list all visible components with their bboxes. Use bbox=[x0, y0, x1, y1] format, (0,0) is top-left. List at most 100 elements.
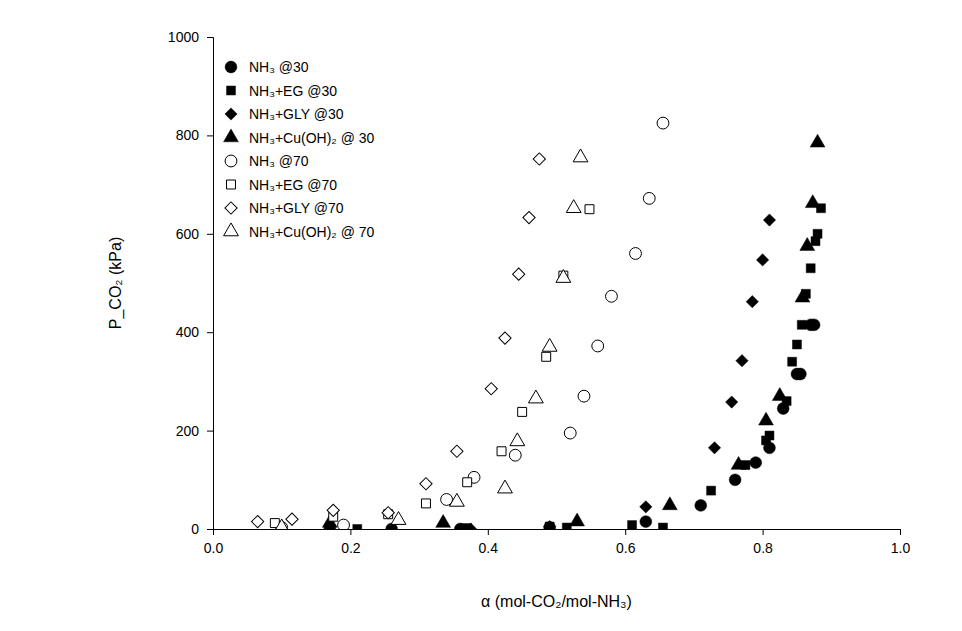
points bbox=[252, 117, 826, 529]
point bbox=[736, 355, 748, 367]
point bbox=[533, 153, 545, 165]
point bbox=[463, 478, 472, 487]
y-tick-mark bbox=[207, 135, 213, 136]
point bbox=[788, 357, 797, 366]
point bbox=[544, 520, 556, 529]
legend-symbol bbox=[227, 86, 236, 95]
x-tick-label: 0.0 bbox=[204, 540, 224, 556]
x-tick-mark bbox=[625, 529, 626, 535]
point bbox=[338, 519, 350, 529]
legend-item: NH₃+Cu(OH)₂ @ 30 bbox=[224, 129, 375, 146]
y-tick-label: 800 bbox=[176, 127, 200, 143]
x-tick: 0.8 bbox=[753, 529, 773, 556]
y-tick-mark bbox=[207, 234, 213, 235]
legend-label: NH₃+GLY @30 bbox=[249, 106, 344, 122]
point bbox=[382, 507, 394, 519]
x-tick-label: 1.0 bbox=[891, 540, 911, 556]
point bbox=[797, 320, 806, 329]
point bbox=[509, 449, 521, 461]
point bbox=[510, 433, 525, 446]
point bbox=[528, 390, 543, 403]
point bbox=[485, 383, 497, 395]
point bbox=[792, 340, 801, 349]
point bbox=[750, 457, 762, 469]
point bbox=[606, 290, 618, 302]
point bbox=[643, 192, 655, 204]
x-axis-line bbox=[214, 530, 901, 536]
point bbox=[763, 214, 775, 226]
point bbox=[252, 515, 264, 527]
y-tick-mark bbox=[207, 529, 213, 530]
legend-item: NH₃ @30 bbox=[225, 59, 309, 75]
point bbox=[420, 478, 432, 490]
point bbox=[327, 504, 339, 516]
series bbox=[353, 204, 826, 529]
legend-item: NH₃+EG @30 bbox=[227, 83, 338, 99]
x-axis: 0.0 0.2 0.4 0.6 0.8 1.0 bbox=[204, 529, 911, 556]
point bbox=[729, 474, 741, 486]
point bbox=[274, 519, 289, 529]
point bbox=[391, 512, 406, 525]
point bbox=[707, 486, 716, 495]
legend-label: NH₃+Cu(OH)₂ @ 30 bbox=[249, 130, 375, 146]
point bbox=[800, 238, 815, 251]
point bbox=[523, 211, 535, 223]
point bbox=[813, 229, 822, 238]
x-tick-mark bbox=[763, 529, 764, 535]
point bbox=[662, 497, 677, 510]
legend-item: NH₃+GLY @70 bbox=[225, 200, 344, 216]
point bbox=[806, 264, 815, 273]
legend-item: NH₃+GLY @30 bbox=[225, 106, 344, 122]
point bbox=[421, 499, 430, 508]
y-tick: 600 bbox=[176, 226, 213, 242]
y-tick-label: 0 bbox=[191, 521, 199, 537]
point bbox=[573, 149, 588, 162]
point bbox=[759, 412, 774, 425]
x-tick-mark bbox=[350, 529, 351, 535]
legend-symbol bbox=[224, 129, 239, 142]
y-tick: 200 bbox=[176, 423, 213, 439]
legend-symbol bbox=[225, 61, 237, 73]
point bbox=[556, 270, 571, 283]
y-tick-mark bbox=[207, 37, 213, 38]
point bbox=[795, 289, 810, 302]
point bbox=[805, 195, 820, 208]
point bbox=[542, 338, 557, 351]
y-axis: 0 200 400 600 800 1000 bbox=[168, 29, 214, 537]
x-tick: 0.4 bbox=[479, 529, 499, 556]
point bbox=[772, 388, 787, 401]
point bbox=[746, 296, 758, 308]
plot-area: 0.00.20.40.60.81.002004006008001000α (mo… bbox=[107, 29, 910, 610]
point bbox=[695, 499, 707, 511]
legend-label: NH₃+GLY @70 bbox=[249, 200, 344, 216]
x-tick-mark bbox=[488, 529, 489, 535]
point bbox=[436, 515, 451, 528]
y-tick: 1000 bbox=[168, 29, 213, 45]
point bbox=[499, 332, 511, 344]
point bbox=[353, 525, 362, 529]
y-axis-line bbox=[207, 38, 214, 530]
x-tick: 1.0 bbox=[891, 529, 911, 556]
point bbox=[628, 521, 637, 529]
point bbox=[640, 501, 652, 513]
point bbox=[570, 513, 585, 526]
x-tick-label: 0.2 bbox=[341, 540, 361, 556]
point bbox=[513, 268, 525, 280]
legend-item: NH₃+Cu(OH)₂ @ 70 bbox=[224, 223, 375, 240]
y-tick: 800 bbox=[176, 127, 213, 143]
x-tick: 0.6 bbox=[616, 529, 636, 556]
point bbox=[765, 431, 774, 440]
x-tick-mark bbox=[900, 529, 901, 535]
point bbox=[498, 480, 513, 493]
legend-label: NH₃ @70 bbox=[249, 153, 309, 169]
series bbox=[324, 319, 820, 529]
y-tick-label: 400 bbox=[176, 324, 200, 340]
legend-label: NH₃ @30 bbox=[249, 59, 309, 75]
point bbox=[497, 447, 506, 456]
point bbox=[726, 396, 738, 408]
point bbox=[756, 254, 768, 266]
point bbox=[657, 117, 669, 129]
series bbox=[322, 134, 825, 527]
y-tick: 400 bbox=[176, 324, 213, 340]
point bbox=[449, 493, 464, 506]
